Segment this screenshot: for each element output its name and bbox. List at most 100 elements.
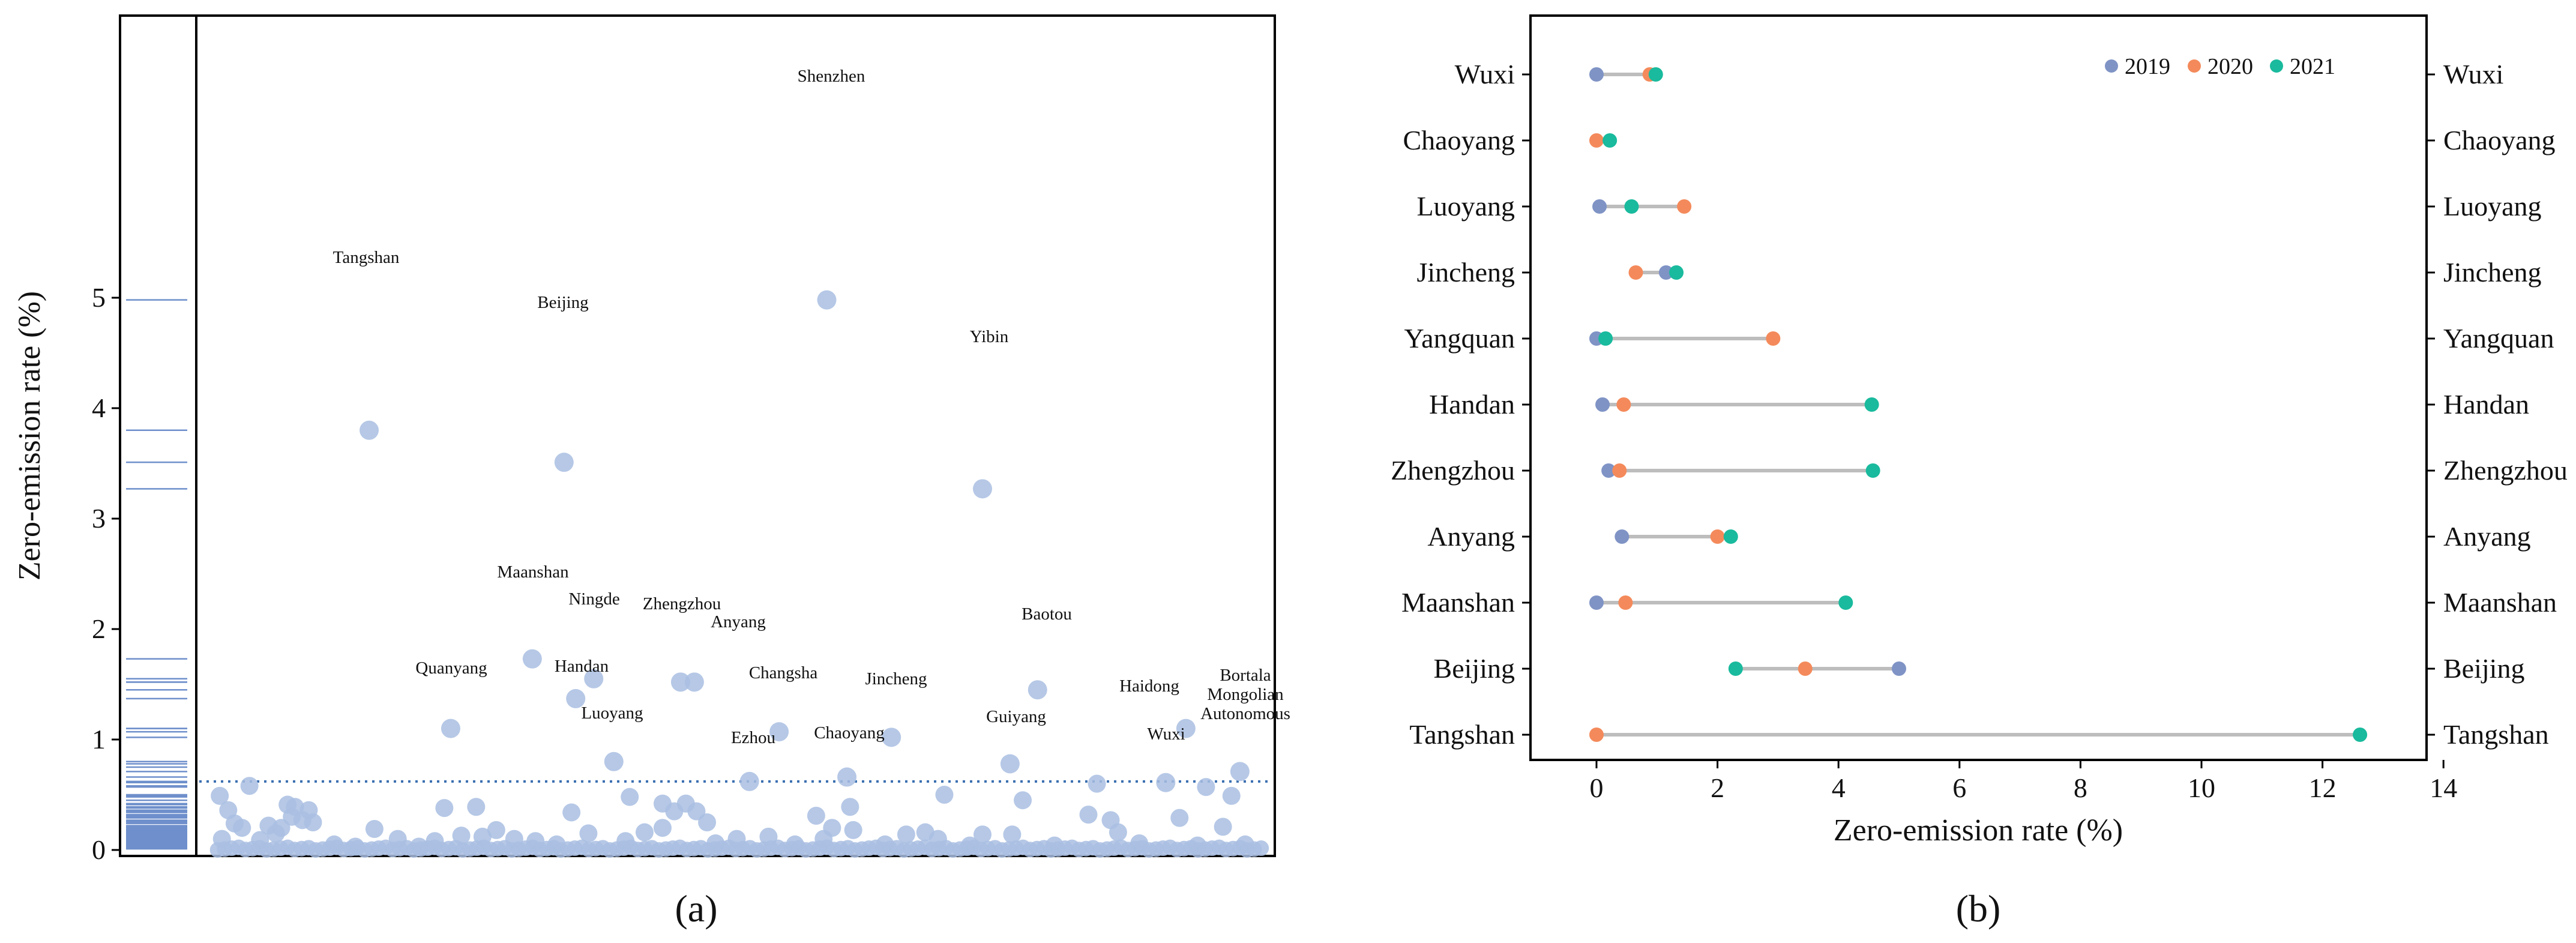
scatter-point [526,832,545,851]
y-axis-label-a: Zero-emission rate (%) [13,291,47,580]
annotation-tangshan: Tangshan [333,248,400,267]
scatter-point-yibin [972,479,992,499]
annotation-shenzhen: Shenzhen [798,67,865,86]
dot-2020-maanshan [1618,595,1633,610]
scatter-point [1109,823,1127,842]
annotation-jincheng: Jincheng [865,669,927,688]
dot-2020-chaoyang [1589,133,1604,148]
scatter-point [653,819,672,837]
scatter-point [505,830,523,848]
scatter-point [212,830,231,848]
annotation-haidong: Haidong [1119,676,1179,696]
annotation-guiyang: Guiyang [986,707,1046,726]
dot-2021-yangquan [1598,331,1613,346]
scatter-point [240,777,259,795]
scatter-point [727,830,746,848]
dot-2019-jincheng [1658,265,1673,280]
category-label-right: Zhengzhou [2443,455,2568,486]
scatter-point [467,798,486,816]
category-label-right: Yangquan [2443,323,2554,354]
scatter-point [325,835,343,854]
annotation-zhengzhou: Zhengzhou [643,594,721,613]
dot-2019-luoyang [1592,199,1607,214]
scatter-point [1130,834,1149,852]
dot-2019-handan [1595,397,1610,412]
scatter-point [435,799,454,818]
x-tick-label-b: 4 [1832,773,1846,803]
category-label-right: Tangshan [2443,719,2549,750]
y-tick-label-a: 4 [92,393,106,423]
scatter-point-tangshan [360,420,379,440]
annotation-wuxi: Wuxi [1147,725,1185,744]
scatter-point [621,788,639,806]
annotation-changsha: Changsha [749,663,818,682]
scatter-point-ningde [584,669,604,688]
category-label-right: Luoyang [2443,191,2542,221]
scatter-point [616,832,635,851]
dot-2020-tangshan [1589,728,1604,742]
panel-label-b: (b) [1956,887,2001,930]
scatter-point [452,827,471,845]
dumbbell-plot-frame [1529,14,2428,761]
x-axis-b: 0 2 4 6 8 10 12 14 [1590,760,2457,803]
scatter-point-beijing [554,453,574,472]
legend-label-2021: 2021 [2290,54,2335,79]
x-tick-label-b: 0 [1590,773,1604,803]
dot-2021-maanshan [1838,595,1853,610]
annotation-beijing: Beijing [537,293,588,312]
dot-2021-anyang [1723,529,1738,544]
scatter-point [1003,825,1022,844]
x-tick-label-b: 14 [2430,773,2457,803]
scatter-point-chaoyang [837,767,857,787]
dot-2019-wuxi [1589,67,1604,82]
scatter-point [211,786,229,805]
category-label-right: Beijing [2443,653,2524,684]
dot-2021-handan [1864,397,1879,412]
scatter-point [665,802,684,821]
category-label-right: Maanshan [2443,587,2557,618]
x-tick-label-b: 6 [1952,773,1966,803]
y-axis-left-b: Wuxi Chaoyang Luoyang Jincheng Yangquan Handa… [1391,59,1530,750]
annotation-anyang: Anyang [711,612,766,631]
dot-2021-tangshan [2353,728,2368,742]
category-label-left: Zhengzhou [1391,455,1515,486]
scatter-point-zhengzhou [670,672,690,692]
panel-label-a: (a) [675,887,717,930]
x-tick-label-b: 8 [2074,773,2087,803]
x-tick-label-b: 12 [2309,773,2337,803]
scatter-point [410,837,428,856]
y-tick-label-a: 0 [92,834,106,865]
dot-2020-jincheng [1628,265,1643,280]
scatter-point [1170,809,1189,827]
scatter-point-baotou [1028,680,1047,700]
scatter-point-luoyang [604,752,624,771]
scatter-point-wuxi [1156,773,1176,792]
legend-marker-2019 [2105,59,2118,73]
dot-2021-luoyang [1624,199,1639,214]
dot-2020-anyang [1710,529,1725,544]
panel-b: Wuxi Chaoyang Luoyang Jincheng Yangquan Handa… [1391,14,2568,930]
scatter-point [473,827,492,846]
scatter-point-anyang [684,672,704,692]
connector-lines [1596,73,2361,737]
category-label-right: Chaoyang [2443,125,2556,155]
scatter-point [233,819,251,837]
distribution-strip [126,299,187,850]
dot-2021-wuxi [1648,67,1663,82]
dot-2019-anyang [1615,529,1630,544]
scatter-point [844,821,862,839]
annotation-chaoyang: Chaoyang [814,723,885,743]
category-label-left: Luoyang [1416,191,1515,221]
category-label-left: Chaoyang [1403,125,1515,155]
scatter-point [1214,818,1232,836]
annotation-maanshan: Maanshan [497,562,569,582]
y-tick-label-a: 2 [92,613,106,644]
dot-2020-luoyang [1677,199,1692,214]
dot-2019-maanshan [1589,595,1604,610]
scatter-point [1088,774,1106,793]
scatter-point-guiyang [1000,754,1020,774]
dot-2019-beijing [1892,661,1906,676]
scatter-point [579,824,598,843]
category-label-left: Beijing [1434,653,1515,684]
